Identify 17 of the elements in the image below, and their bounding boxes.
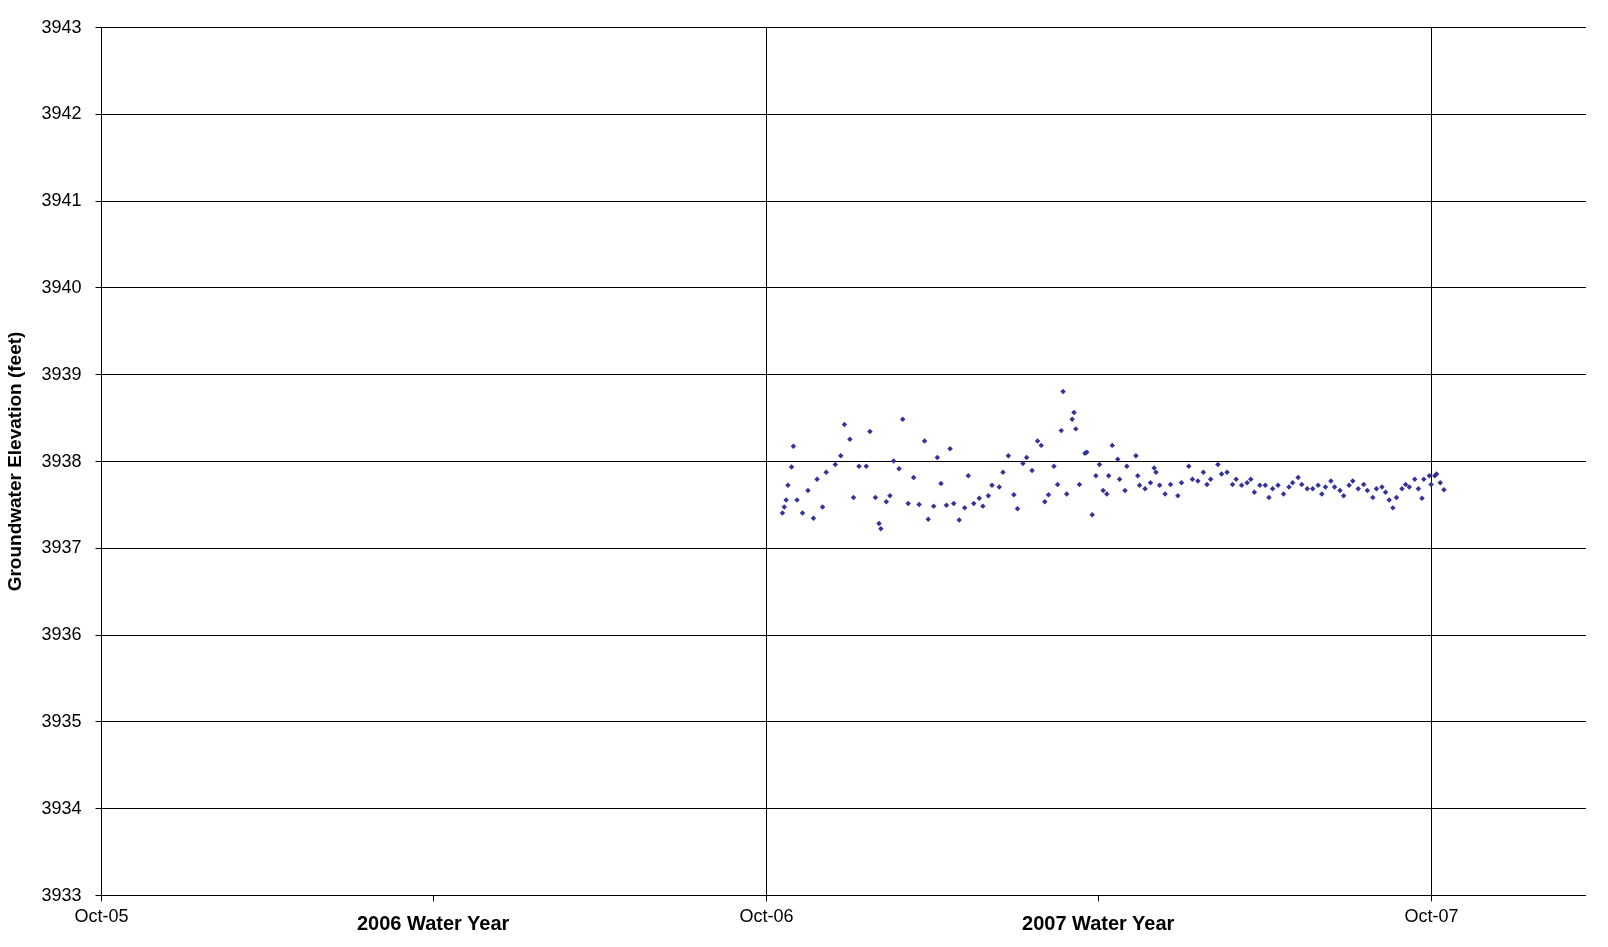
y-tick-label: 3941 [41,190,82,211]
x-tick-label: Oct-07 [1404,905,1459,926]
y-tick-label: 3939 [41,363,82,384]
y-tick-label: 3942 [41,103,82,124]
x-tick-label: 2007 Water Year [1022,911,1175,934]
y-tick-label: 3936 [41,624,82,645]
y-tick-label: 3943 [41,16,82,37]
y-tick-label: 3938 [41,450,82,471]
x-tick-label: Oct-05 [74,905,129,926]
x-tick-label: Oct-06 [739,905,794,926]
y-tick-label: 3934 [41,797,82,818]
y-tick-label: 3935 [41,710,82,731]
y-axis-title: Groundwater Elevation (feet) [4,331,26,592]
y-tick-label: 3937 [41,537,82,558]
y-tick-label: 3933 [41,884,82,905]
x-tick-label: 2006 Water Year [356,911,510,934]
y-tick-label: 3940 [41,276,82,297]
